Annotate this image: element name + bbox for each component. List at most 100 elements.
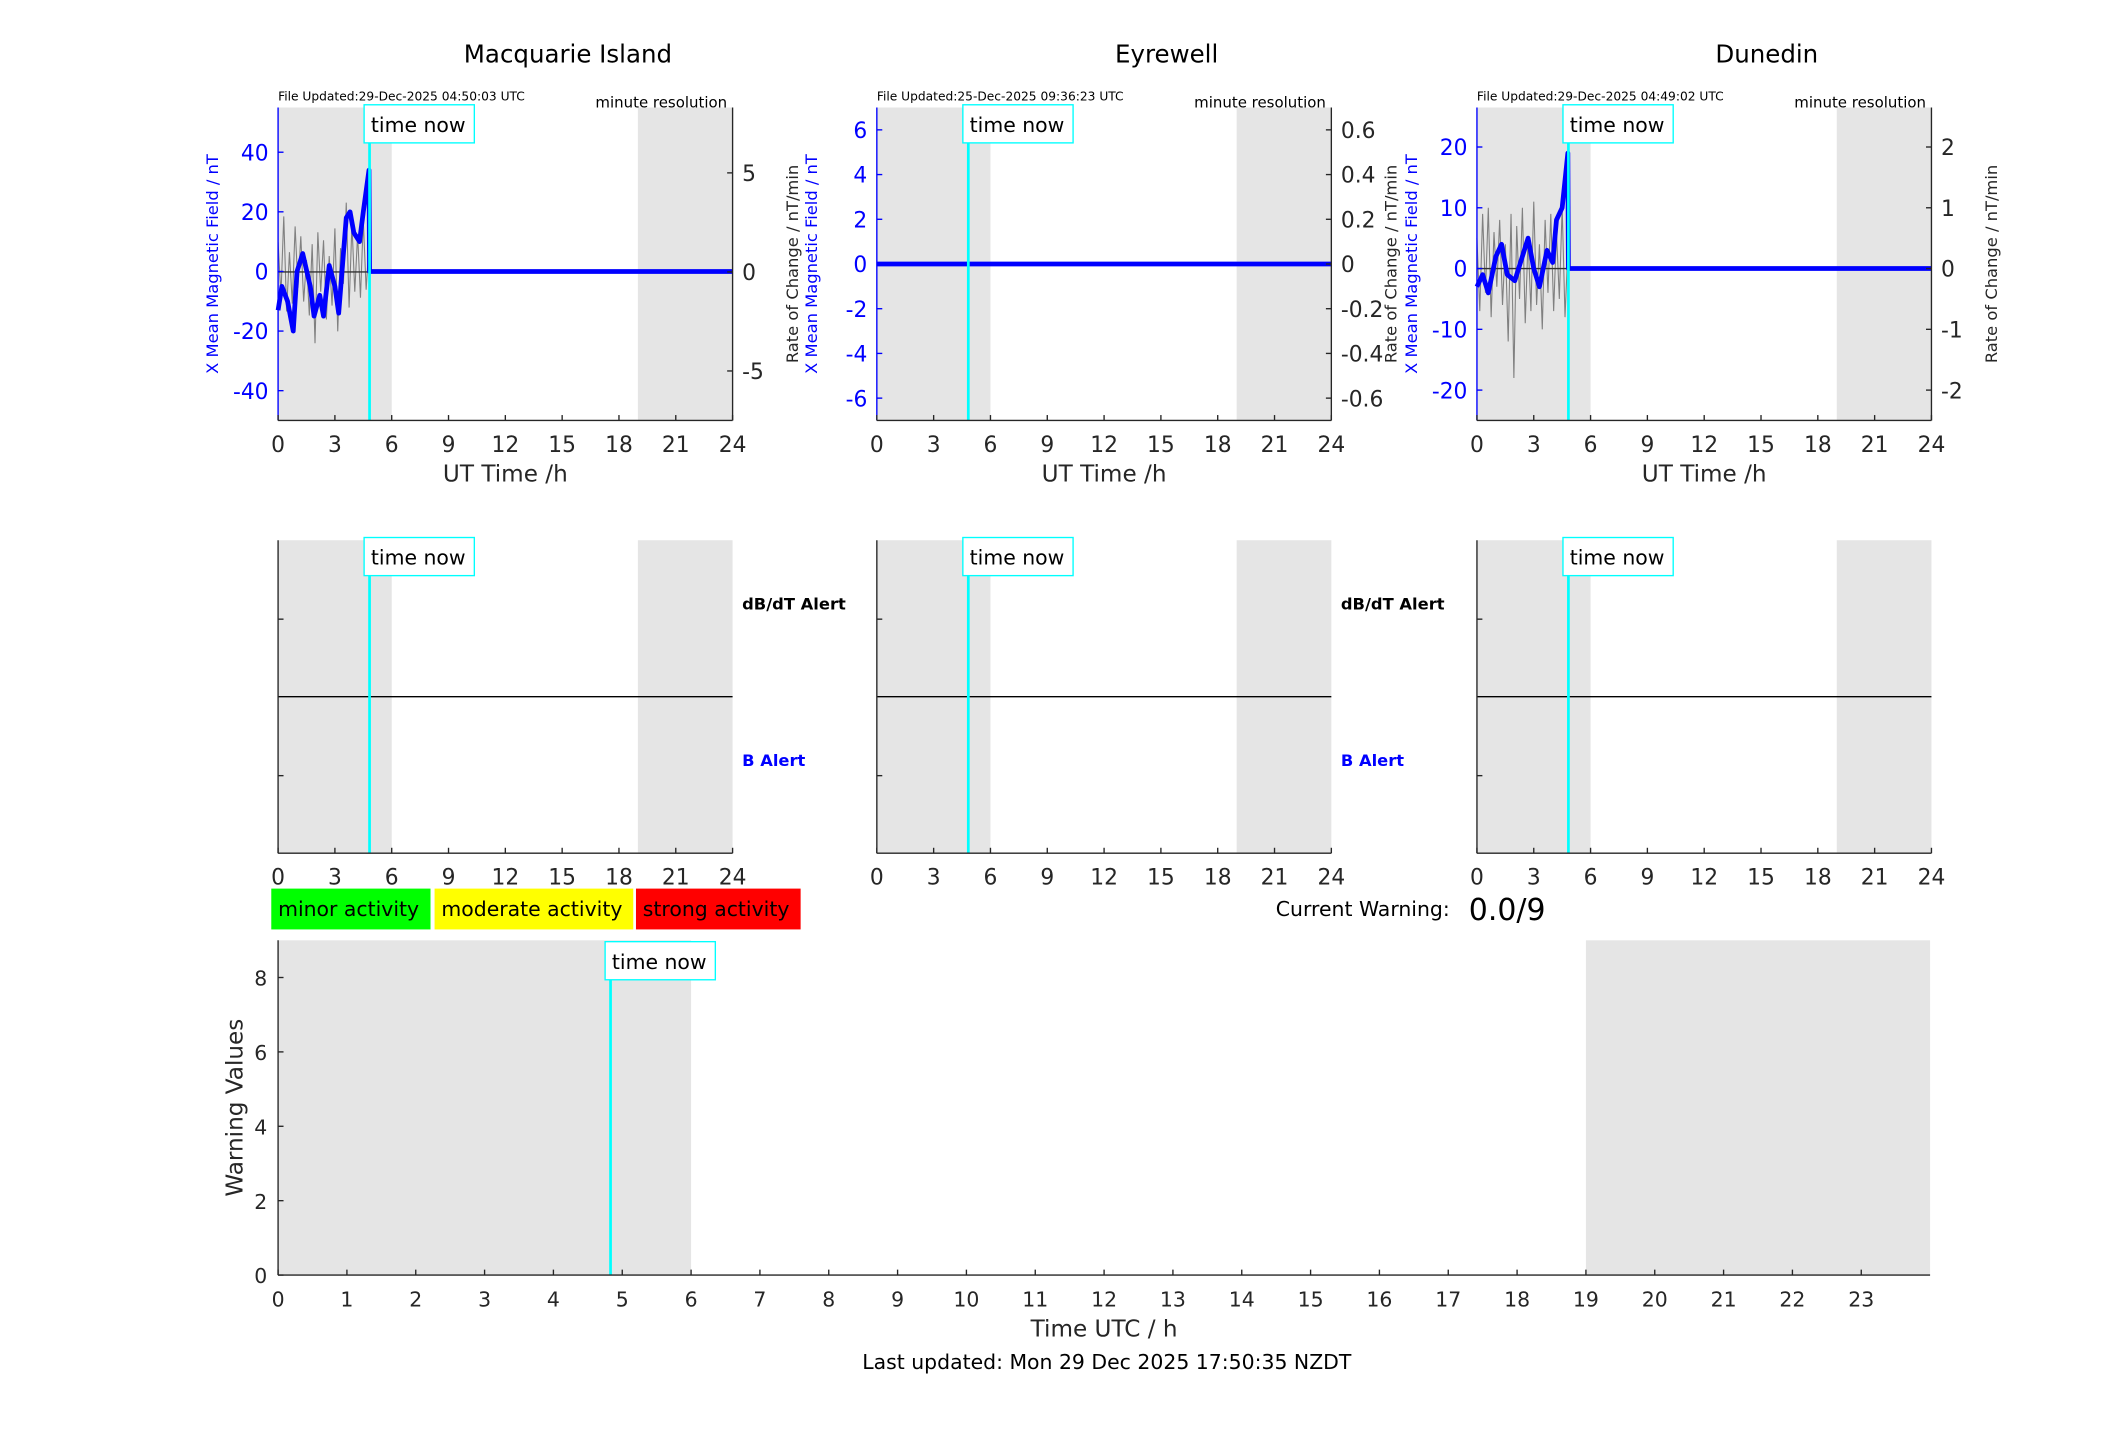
x-tick-label: 21 bbox=[1861, 433, 1889, 458]
alert-panel-dunedin: time now 0 3 6 9 12 15 18 21 24 bbox=[1470, 536, 1946, 891]
legend-swatch bbox=[434, 888, 634, 930]
x-tick-label: 15 bbox=[1747, 866, 1775, 891]
y-right-axis-label: Rate of Change / nT/min bbox=[783, 165, 802, 363]
warning-panel: minor activity moderate activity strong ac… bbox=[223, 888, 1931, 1342]
x-tick-label: 12 bbox=[491, 866, 519, 891]
x-tick-label: 3 bbox=[328, 866, 342, 891]
x-tick-label: 18 bbox=[1804, 866, 1832, 891]
y-left-tick-label: -6 bbox=[846, 387, 868, 412]
y-right-tick-label: -0.2 bbox=[1341, 298, 1383, 323]
x-tick-label: 6 bbox=[685, 1287, 698, 1311]
y-tick-label: 6 bbox=[254, 1041, 267, 1065]
y-left-axis-label: X Mean Magnetic Field / nT bbox=[802, 153, 821, 374]
x-tick-label: 16 bbox=[1366, 1287, 1392, 1311]
y-left-tick-label: -2 bbox=[846, 298, 868, 323]
y-right-tick-label: 1 bbox=[1941, 197, 1955, 222]
legend-swatch bbox=[271, 888, 431, 930]
y-left-tick-label: 0 bbox=[853, 253, 867, 278]
x-tick-label: 24 bbox=[1918, 433, 1946, 458]
y-right-tick-label: 5 bbox=[742, 162, 756, 187]
x-tick-label: 3 bbox=[1527, 866, 1541, 891]
time-now-box bbox=[1562, 536, 1674, 577]
y-left-tick-label: -20 bbox=[1432, 379, 1468, 404]
x-tick-label: 9 bbox=[1040, 866, 1054, 891]
time-now-box bbox=[604, 940, 717, 981]
x-tick-label: 9 bbox=[442, 866, 456, 891]
x-tick-label: 18 bbox=[605, 866, 633, 891]
x-tick-label: 18 bbox=[605, 433, 633, 458]
x-tick-label: 19 bbox=[1573, 1287, 1599, 1311]
x-tick-label: 14 bbox=[1229, 1287, 1255, 1311]
x-tick-label: 24 bbox=[719, 866, 747, 891]
x-tick-label: 6 bbox=[1584, 866, 1598, 891]
y-right-axis-label: Rate of Change / nT/min bbox=[1982, 165, 2001, 363]
time-now-label: time now bbox=[371, 546, 466, 570]
x-tick-label: 3 bbox=[927, 866, 941, 891]
x-tick-label: 3 bbox=[328, 433, 342, 458]
b-alert-label: B Alert bbox=[1341, 751, 1404, 770]
file-updated-text: File Updated:25-Dec-2025 09:36:23 UTC bbox=[877, 90, 1124, 104]
y-right-tick-label: -1 bbox=[1941, 318, 1963, 343]
y-right-tick-label: 0.4 bbox=[1341, 164, 1376, 189]
x-tick-label: 3 bbox=[1527, 433, 1541, 458]
current-warning-value: 0.0/9 bbox=[1469, 893, 1546, 928]
y-right-tick-label: -2 bbox=[1941, 379, 1963, 404]
y-right-tick-label: 0.6 bbox=[1341, 119, 1376, 144]
x-tick-label: 9 bbox=[442, 433, 456, 458]
x-tick-label: 24 bbox=[1317, 433, 1345, 458]
x-tick-label: 10 bbox=[953, 1287, 979, 1311]
y-left-tick-label: 4 bbox=[853, 164, 867, 189]
x-tick-label: 9 bbox=[891, 1287, 904, 1311]
time-now-box bbox=[363, 104, 476, 144]
y-right-axis-label: Rate of Change / nT/min bbox=[1382, 165, 1401, 363]
x-tick-label: 12 bbox=[1090, 433, 1118, 458]
x-tick-label: 12 bbox=[1090, 866, 1118, 891]
x-axis-label: UT Time /h bbox=[1042, 462, 1167, 488]
y-left-tick-label: 0 bbox=[1454, 258, 1468, 283]
y-right-tick-label: 0.2 bbox=[1341, 208, 1376, 233]
y-right-tick-label: 0 bbox=[1341, 253, 1355, 278]
x-tick-label: 4 bbox=[547, 1287, 560, 1311]
x-tick-label: 15 bbox=[548, 433, 576, 458]
resolution-text: minute resolution bbox=[595, 94, 727, 112]
legend-label: moderate activity bbox=[441, 897, 622, 921]
x-tick-label: 6 bbox=[385, 866, 399, 891]
time-now-label: time now bbox=[970, 113, 1065, 137]
y-left-tick-label: -4 bbox=[846, 343, 868, 368]
y-axis-label: Warning Values bbox=[223, 1019, 249, 1197]
x-tick-label: 18 bbox=[1804, 433, 1832, 458]
x-tick-label: 21 bbox=[1711, 1287, 1737, 1311]
x-tick-label: 21 bbox=[662, 866, 690, 891]
x-tick-label: 0 bbox=[272, 1287, 285, 1311]
x-tick-label: 6 bbox=[385, 433, 399, 458]
x-tick-label: 24 bbox=[1317, 866, 1345, 891]
x-tick-label: 13 bbox=[1160, 1287, 1186, 1311]
x-axis-label: Time UTC / h bbox=[1030, 1316, 1178, 1342]
alert-panel-eyrewell: time now 0 3 6 9 12 15 18 21 24 dB/dT Alert B Alert bbox=[870, 536, 1445, 891]
x-tick-label: 12 bbox=[491, 433, 519, 458]
y-left-tick-label: 6 bbox=[853, 119, 867, 144]
y-left-axis-label: X Mean Magnetic Field / nT bbox=[203, 153, 222, 374]
file-updated-text: File Updated:29-Dec-2025 04:49:02 UTC bbox=[1477, 90, 1724, 104]
x-tick-label: 9 bbox=[1640, 866, 1654, 891]
legend-swatch bbox=[635, 888, 801, 930]
legend-label: minor activity bbox=[278, 897, 419, 921]
station-panel-macquarie-island: Macquarie Island File Updated:29-Dec-2025… bbox=[203, 40, 802, 488]
x-tick-label: 24 bbox=[1918, 866, 1946, 891]
time-now-label: time now bbox=[612, 950, 707, 974]
y-right-tick-label: -5 bbox=[742, 360, 764, 385]
y-right-tick-label: -0.4 bbox=[1341, 343, 1383, 368]
footer-last-updated: Last updated: Mon 29 Dec 2025 17:50:35 N… bbox=[862, 1350, 1352, 1374]
x-tick-label: 0 bbox=[1470, 866, 1484, 891]
y-left-tick-label: 40 bbox=[241, 141, 269, 166]
x-tick-label: 18 bbox=[1504, 1287, 1530, 1311]
night-shade bbox=[637, 107, 733, 421]
x-tick-label: 22 bbox=[1779, 1287, 1805, 1311]
resolution-text: minute resolution bbox=[1794, 94, 1926, 112]
x-tick-label: 17 bbox=[1435, 1287, 1461, 1311]
y-left-tick-label: -10 bbox=[1432, 318, 1468, 343]
x-tick-label: 0 bbox=[1470, 433, 1484, 458]
y-right-tick-label: -0.6 bbox=[1341, 387, 1383, 412]
time-now-box bbox=[962, 536, 1074, 577]
x-tick-label: 18 bbox=[1204, 866, 1232, 891]
